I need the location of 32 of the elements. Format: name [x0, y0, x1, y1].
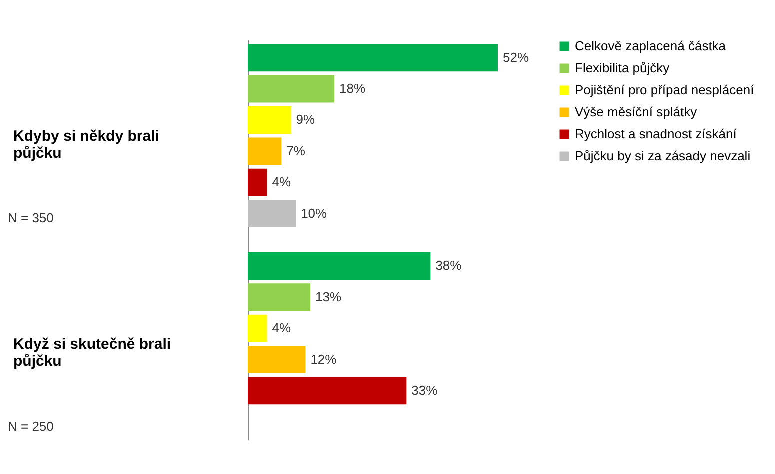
legend-label: Pojištění pro případ nesplácení: [575, 82, 755, 98]
bar: [248, 314, 268, 342]
bar: [248, 200, 296, 228]
data-label: 18%: [340, 81, 366, 96]
bar: [248, 75, 335, 103]
legend-label: Výše měsíční splátky: [575, 104, 698, 120]
bar: [248, 252, 431, 280]
data-label: 13%: [316, 289, 342, 304]
bar: [248, 168, 268, 196]
y-tick-label: Kdyby si někdy brali půjčku: [14, 128, 160, 162]
bar: [248, 106, 292, 134]
text: N = 350: [8, 210, 54, 226]
bar: [248, 284, 310, 312]
data-label: 9%: [296, 112, 316, 128]
data-label: 10%: [301, 206, 328, 221]
bar: [248, 346, 306, 374]
legend-label: Rychlost a snadnost získání: [575, 126, 738, 142]
legend-label: Flexibilita půjčky: [575, 60, 670, 76]
bar: [248, 377, 407, 405]
legend-label: Celkově zaplacená částka: [575, 38, 727, 54]
data-label: 38%: [436, 258, 462, 274]
y-tick-label: Když si skutečně brali půjčku: [14, 336, 172, 370]
bar: [248, 138, 282, 166]
data-label: 4%: [272, 320, 292, 336]
data-label: 12%: [310, 352, 338, 367]
data-label: 33%: [412, 382, 438, 398]
bar: [248, 44, 498, 72]
data-label: 52%: [503, 50, 530, 65]
legend-label: Půjčku by si za zásady nevzali: [575, 148, 751, 164]
data-label: 7%: [286, 143, 306, 158]
text: N = 250: [8, 418, 54, 434]
data-label: 4%: [272, 174, 292, 190]
